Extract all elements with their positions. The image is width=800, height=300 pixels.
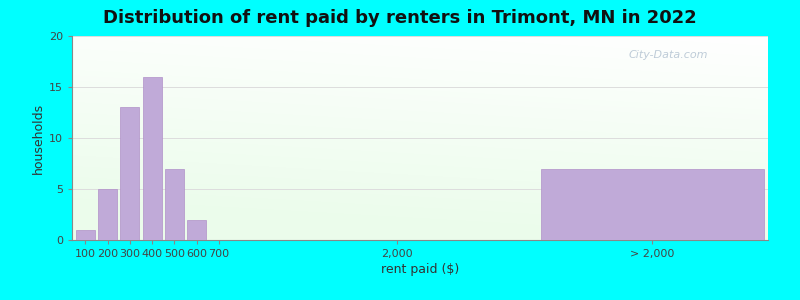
Bar <box>98 189 117 240</box>
Bar <box>120 107 139 240</box>
Bar <box>76 230 94 240</box>
Text: Distribution of rent paid by renters in Trimont, MN in 2022: Distribution of rent paid by renters in … <box>103 9 697 27</box>
Bar <box>187 220 206 240</box>
Bar <box>541 169 763 240</box>
Bar <box>165 169 184 240</box>
Bar <box>142 77 162 240</box>
Text: City-Data.com: City-Data.com <box>629 50 708 60</box>
X-axis label: rent paid ($): rent paid ($) <box>381 263 459 276</box>
Y-axis label: households: households <box>32 102 45 174</box>
